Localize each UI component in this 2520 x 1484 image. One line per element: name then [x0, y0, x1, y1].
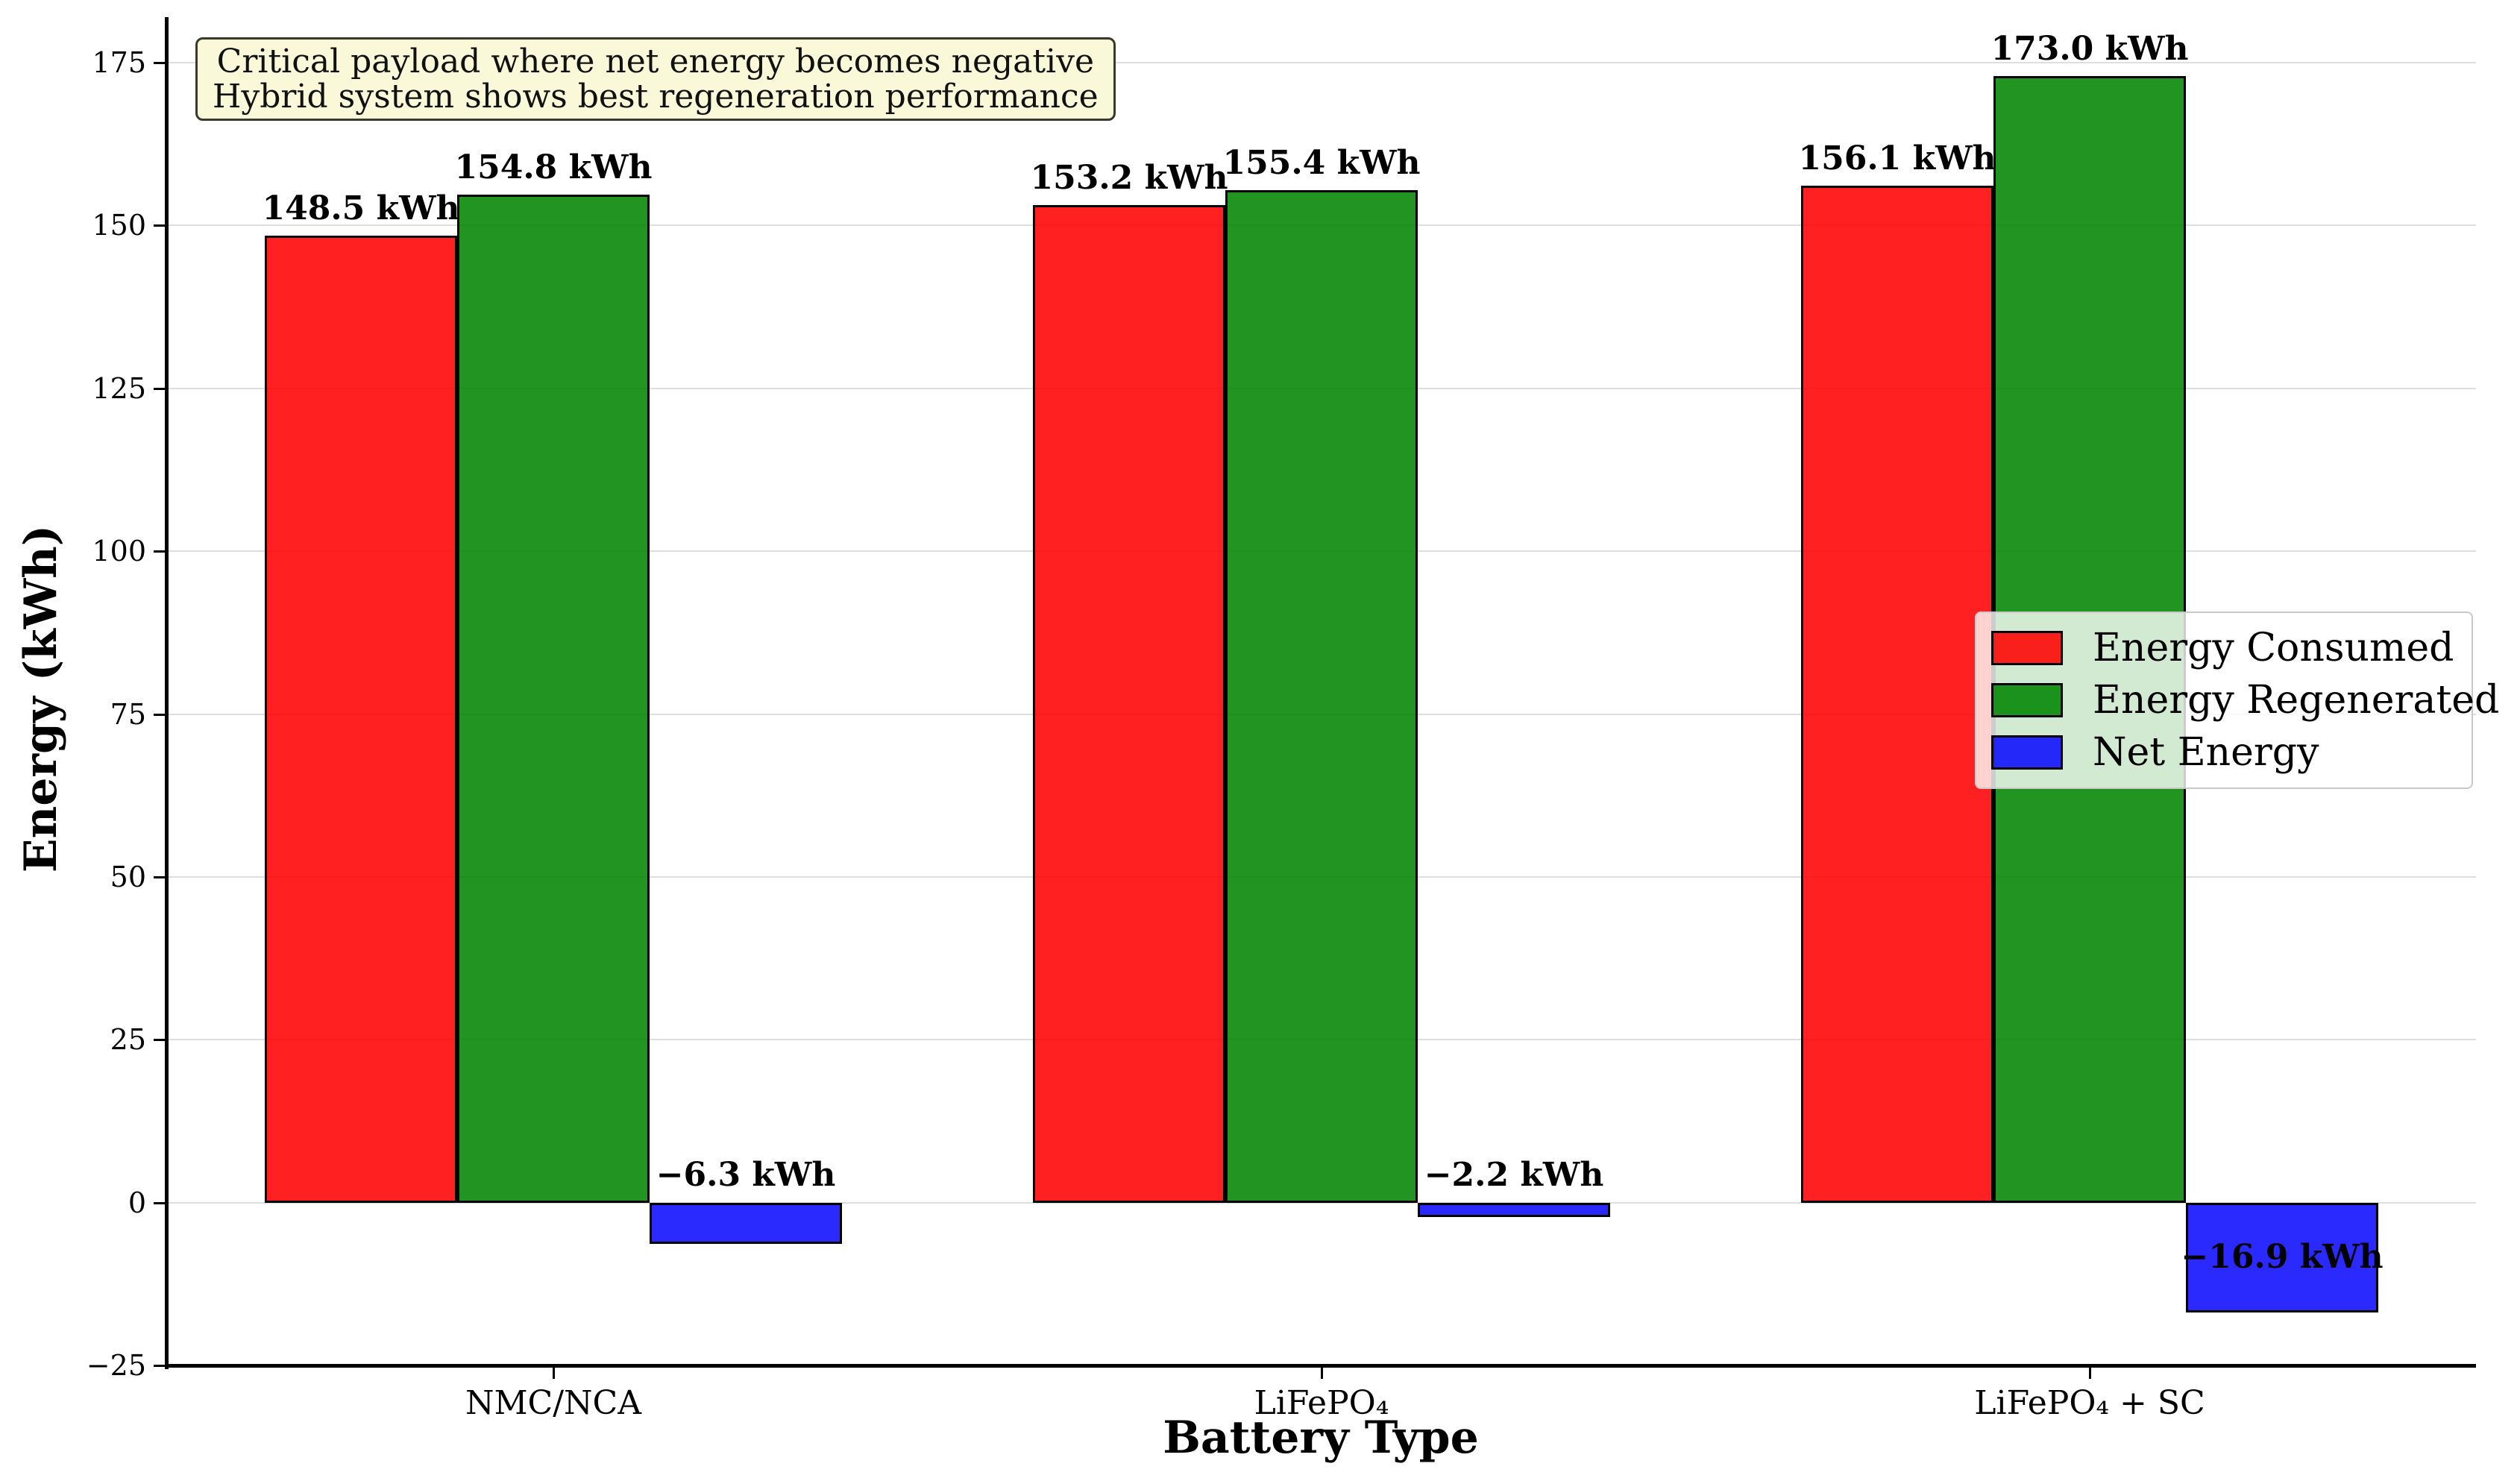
x-tick-lifepo-sc [2089, 1368, 2091, 1379]
bar-energy-consumed-nmc-nca [265, 235, 457, 1203]
bar-label-energy-regenerated-lifepo: 155.4 kWh [1222, 144, 1421, 183]
legend-item-energy-regenerated: Energy Regenerated [1991, 679, 2499, 721]
y-axis-title: Energy (kWh) [15, 524, 67, 873]
y-tick-label-100: 100 [92, 535, 146, 568]
y-tick-label--25: −25 [86, 1349, 146, 1382]
y-tick-25 [154, 1039, 165, 1042]
y-tick-label-75: 75 [110, 697, 146, 731]
y-tick-125 [154, 387, 165, 390]
legend-label-energy-consumed: Energy Consumed [2093, 626, 2454, 670]
y-tick-175 [154, 62, 165, 65]
legend-item-energy-consumed: Energy Consumed [1991, 627, 2472, 669]
bar-energy-regenerated-nmc-nca [457, 194, 650, 1203]
legend-label-net-energy: Net Energy [2093, 730, 2319, 775]
y-tick-label-175: 175 [92, 46, 146, 80]
x-axis-spine [165, 1364, 2476, 1368]
legend-swatch-energy-consumed [1991, 631, 2063, 665]
y-tick-label-150: 150 [92, 209, 146, 242]
bar-label-energy-consumed-lifepo-sc: 156.1 kWh [1798, 139, 1996, 178]
legend: Energy Consumed Energy Regenerated Net E… [1975, 611, 2499, 789]
annotation-line-2: Hybrid system shows best regeneration pe… [213, 78, 1099, 116]
bar-label-net-energy-nmc-nca: −6.3 kWh [656, 1155, 836, 1194]
legend-swatch-energy-regenerated [1991, 683, 2063, 717]
bar-net-energy-lifepo [1418, 1202, 1610, 1217]
bar-label-net-energy-lifepo-sc: −16.9 kWh [2181, 1238, 2384, 1277]
bar-label-energy-consumed-nmc-nca: 148.5 kWh [262, 189, 460, 227]
x-tick-nmc-nca [553, 1368, 555, 1379]
x-tick-label-nmc-nca: NMC/NCA [465, 1384, 641, 1422]
y-tick-label-50: 50 [110, 860, 146, 893]
legend-label-energy-regenerated: Energy Regenerated [2093, 678, 2500, 723]
bar-label-energy-regenerated-lifepo-sc: 173.0 kWh [1990, 29, 2189, 68]
gridline-0 [166, 1201, 2476, 1204]
y-tick-75 [154, 713, 165, 716]
y-tick-0 [154, 1201, 165, 1204]
bar-net-energy-nmc-nca [650, 1202, 842, 1244]
y-tick-label-125: 125 [92, 371, 146, 405]
bar-energy-consumed-lifepo [1033, 204, 1225, 1203]
bar-label-net-energy-lifepo: −2.2 kWh [1424, 1155, 1604, 1194]
bar-label-energy-regenerated-nmc-nca: 154.8 kWh [454, 148, 653, 186]
y-tick-150 [154, 224, 165, 227]
x-tick-label-lifepo-sc: LiFePO₄ + SC [1974, 1384, 2205, 1422]
x-axis-title: Battery Type [1163, 1412, 1479, 1464]
y-tick--25 [154, 1365, 165, 1367]
y-tick-label-25: 25 [110, 1023, 146, 1057]
gridline-175 [166, 62, 2476, 64]
y-tick-100 [154, 550, 165, 553]
x-tick-lifepo [1321, 1368, 1323, 1379]
legend-item-net-energy: Net Energy [1991, 732, 2472, 773]
y-tick-50 [154, 875, 165, 878]
bar-energy-consumed-lifepo-sc [1801, 186, 1993, 1203]
x-tick-label-lifepo: LiFePO₄ [1254, 1384, 1389, 1422]
bar-net-energy-lifepo-sc [2186, 1202, 2378, 1313]
annotation-line-1: Critical payload where net energy become… [216, 43, 1095, 81]
legend-swatch-net-energy [1991, 735, 2063, 770]
y-tick-label-0: 0 [128, 1186, 146, 1219]
bar-energy-regenerated-lifepo [1225, 190, 1418, 1203]
annotation-box: Critical payload where net energy become… [195, 37, 1116, 121]
y-axis-spine [165, 17, 169, 1369]
bar-label-energy-consumed-lifepo: 153.2 kWh [1030, 158, 1228, 197]
